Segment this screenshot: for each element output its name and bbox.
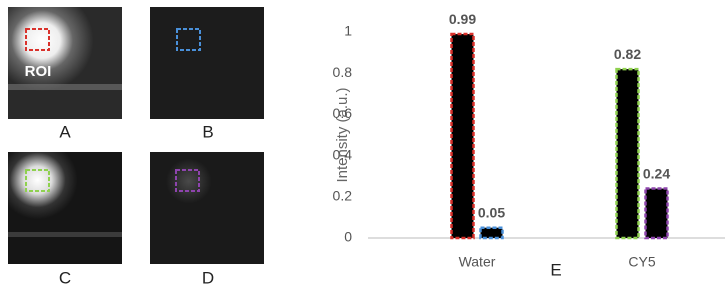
panel-label: C <box>59 268 71 287</box>
value-label: 0.82 <box>614 46 641 62</box>
y-tick-label: 0.4 <box>333 146 353 162</box>
y-tick-label: 0.8 <box>333 64 353 80</box>
bar <box>615 67 640 240</box>
image-c <box>8 152 122 264</box>
image-a <box>8 7 122 119</box>
x-tick-label: CY5 <box>628 254 655 270</box>
image-b <box>150 7 264 119</box>
x-tick-label: Water <box>459 254 496 270</box>
value-label: 0.24 <box>643 165 670 181</box>
roi-box <box>176 28 201 51</box>
bar <box>644 187 669 240</box>
value-label: 0.99 <box>449 11 476 27</box>
y-tick-label: 0.6 <box>333 105 353 121</box>
y-axis-title: Intensity (a.u.) <box>334 87 351 182</box>
panel-label: B <box>202 122 213 141</box>
value-label: 0.05 <box>478 204 505 220</box>
y-tick-label: 0.2 <box>333 188 353 204</box>
panel-label: D <box>202 268 214 287</box>
panel-label: A <box>59 122 71 141</box>
bar <box>450 32 475 240</box>
roi-label: ROI <box>25 63 52 80</box>
roi-box <box>175 169 200 192</box>
roi-box <box>25 28 50 51</box>
roi-box <box>25 169 50 192</box>
panel-images: ROI A B C D <box>8 7 264 287</box>
y-tick-label: 1 <box>344 23 352 39</box>
panel-label: E <box>550 260 561 279</box>
image-a-band <box>8 84 122 90</box>
bar <box>479 226 504 240</box>
image-c-band <box>8 232 122 237</box>
y-tick-label: 0 <box>344 229 352 245</box>
image-d <box>150 152 264 264</box>
